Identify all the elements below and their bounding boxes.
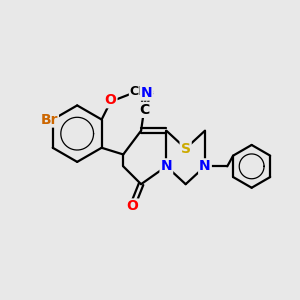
- Text: N: N: [141, 85, 152, 100]
- Text: S: S: [181, 142, 191, 155]
- Text: O: O: [126, 200, 138, 214]
- Text: Br: Br: [40, 112, 58, 127]
- Text: CH₃: CH₃: [130, 85, 155, 98]
- Text: N: N: [160, 159, 172, 173]
- Text: O: O: [105, 93, 116, 107]
- Text: C: C: [139, 103, 149, 117]
- Text: N: N: [199, 159, 211, 173]
